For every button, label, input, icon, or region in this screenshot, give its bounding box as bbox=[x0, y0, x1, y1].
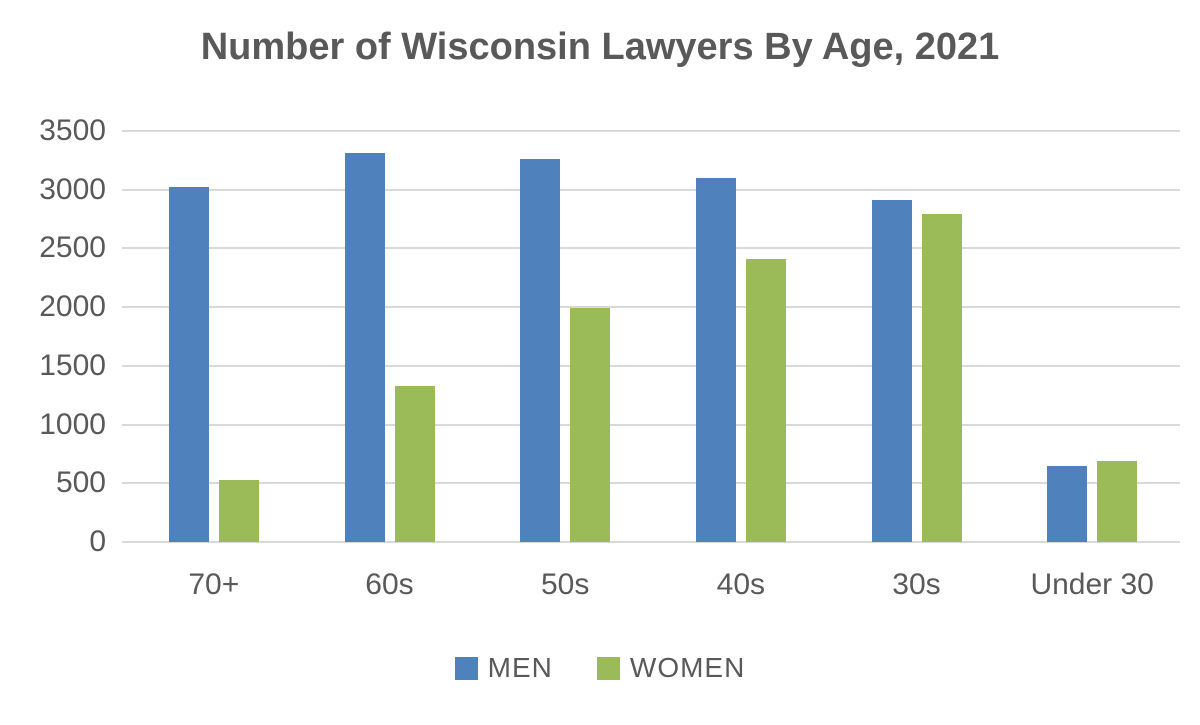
legend-label-men: MEN bbox=[487, 652, 553, 683]
x-tick-label-30s: 30s bbox=[892, 568, 941, 601]
bar-men-30s bbox=[871, 200, 912, 542]
y-tick-label-1500: 1500 bbox=[39, 348, 106, 382]
gridline-1000 bbox=[122, 423, 1180, 426]
bar-men-under-30 bbox=[1047, 465, 1088, 542]
bar-men-70+ bbox=[168, 187, 209, 542]
bar-women-70+ bbox=[218, 479, 259, 542]
x-tick-label-60s: 60s bbox=[365, 568, 414, 601]
bar-women-40s bbox=[745, 259, 786, 542]
bar-men-50s bbox=[520, 159, 561, 542]
gridline-3500 bbox=[122, 130, 1180, 132]
plot-area bbox=[122, 130, 1180, 543]
legend-label-women: WOMEN bbox=[629, 652, 746, 683]
y-tick-label-2000: 2000 bbox=[39, 290, 106, 324]
y-tick-label-500: 500 bbox=[55, 466, 106, 500]
gridline-2500 bbox=[122, 247, 1180, 250]
x-tick-label-under-30: Under 30 bbox=[1030, 568, 1154, 601]
gridline-500 bbox=[122, 482, 1180, 485]
bar-women-under-30 bbox=[1097, 460, 1138, 542]
gridline-0 bbox=[122, 541, 1180, 543]
gridline-3000 bbox=[122, 188, 1180, 191]
chart-title: Number of Wisconsin Lawyers By Age, 2021 bbox=[200, 26, 1000, 68]
bar-men-40s bbox=[695, 177, 736, 542]
bar-men-60s bbox=[344, 153, 385, 542]
legend: MEN WOMEN bbox=[0, 652, 1200, 684]
gridline-1500 bbox=[122, 364, 1180, 367]
x-tick-label-40s: 40s bbox=[716, 568, 766, 601]
bar-women-50s bbox=[570, 308, 611, 542]
y-tick-label-0: 0 bbox=[89, 525, 106, 558]
y-tick-label-1000: 1000 bbox=[39, 407, 106, 441]
y-tick-label-3500: 3500 bbox=[39, 114, 106, 147]
x-tick-label-50s: 50s bbox=[540, 568, 590, 601]
y-tick-label-2500: 2500 bbox=[39, 231, 106, 265]
legend-item-women: WOMEN bbox=[596, 652, 746, 684]
legend-swatch-men bbox=[454, 656, 478, 680]
bar-women-60s bbox=[394, 385, 435, 542]
gridline-2000 bbox=[122, 306, 1180, 309]
legend-item-men: MEN bbox=[454, 652, 553, 684]
x-tick-label-70+: 70+ bbox=[188, 568, 240, 601]
bar-women-30s bbox=[921, 214, 962, 542]
y-tick-label-3000: 3000 bbox=[39, 172, 106, 206]
legend-swatch-women bbox=[596, 656, 620, 680]
